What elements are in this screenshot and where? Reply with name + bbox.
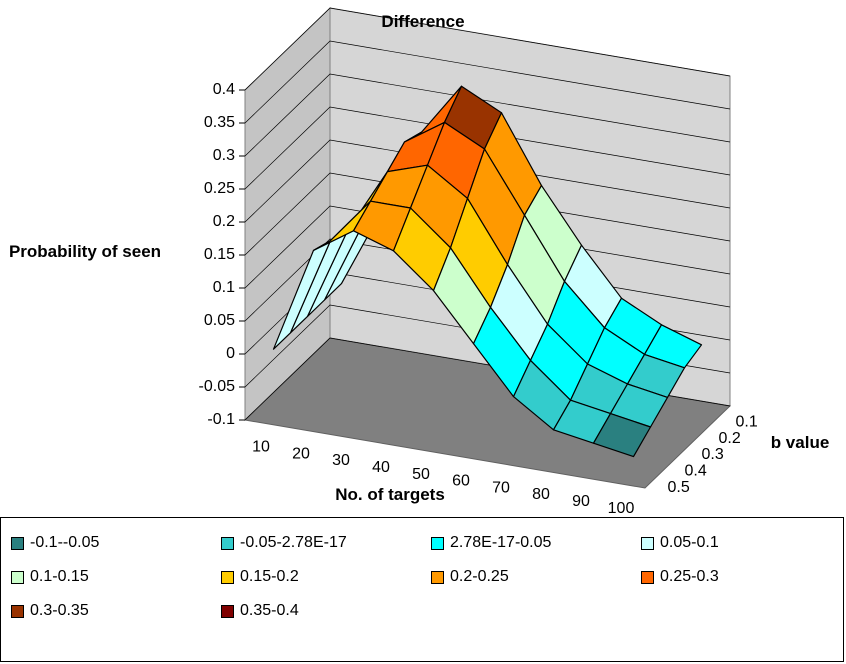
grid-line (244, 172, 731, 256)
grid-line (244, 139, 731, 223)
x-tick-label: 100 (608, 500, 635, 517)
z-tick-label: 0.3 (213, 147, 235, 164)
grid-line (244, 7, 731, 91)
legend-swatch (641, 570, 654, 584)
legend-label: 0.15-0.2 (240, 568, 299, 585)
legend-swatch (11, 536, 24, 550)
legend-item: 0.2-0.25 (431, 560, 641, 594)
legend-label: 0.2-0.25 (450, 568, 509, 585)
grid-line (244, 40, 731, 124)
x-tick-label: 20 (292, 445, 310, 462)
x-tick-label: 30 (332, 452, 350, 469)
legend-swatch (11, 604, 24, 618)
legend-swatch (221, 536, 234, 550)
legend-label: 0.05-0.1 (660, 534, 719, 551)
x-axis-title: No. of targets (335, 485, 445, 504)
legend-item: 0.35-0.4 (221, 594, 431, 628)
legend-item: -0.1--0.05 (11, 526, 221, 560)
x-tick-label: 10 (252, 439, 270, 456)
legend-label: 0.1-0.15 (30, 568, 89, 585)
chart: -0.1 -0.05 0 0.05 0.1 0.15 0.2 0.25 0.3 0.35 0.4 10… (199, 6, 758, 517)
x-tick-label: 90 (572, 493, 590, 510)
legend-item: 0.25-0.3 (641, 560, 846, 594)
legend-swatch (221, 604, 234, 618)
z-tick-label: 0.05 (204, 312, 235, 329)
legend-label: -0.1--0.05 (30, 534, 100, 551)
x-tick-label: 80 (532, 486, 550, 503)
y-tick-label: 0.3 (702, 446, 724, 463)
surface-cell (592, 413, 652, 458)
z-tick-label: 0 (226, 345, 235, 362)
legend-swatch (221, 570, 234, 584)
z-tick-label: 0.2 (213, 213, 235, 230)
legend-label: -0.05-2.78E-17 (240, 534, 347, 551)
y-tick-label: 0.1 (736, 413, 758, 430)
chart-title: Difference (381, 12, 465, 31)
y-tick-label: 0.2 (719, 430, 741, 447)
z-tick-label: -0.1 (207, 411, 235, 428)
x-tick-label: 70 (492, 479, 510, 496)
legend-item: -0.05-2.78E-17 (221, 526, 431, 560)
x-tick-label: 40 (372, 459, 390, 476)
legend-item: 0.3-0.35 (11, 594, 221, 628)
x-tick-label: 60 (452, 473, 470, 490)
z-tick-label: 0.15 (204, 246, 235, 263)
legend-swatch (641, 536, 654, 550)
legend-label: 2.78E-17-0.05 (450, 534, 552, 551)
z-tick-label: 0.25 (204, 180, 235, 197)
z-tick-label: 0.1 (213, 279, 235, 296)
legend-label: 0.25-0.3 (660, 568, 719, 585)
grid-line (244, 73, 731, 157)
legend-label: 0.35-0.4 (240, 602, 299, 619)
z-tick-label: 0.35 (204, 114, 235, 131)
grid-line (244, 205, 731, 289)
grid-line (244, 106, 731, 190)
y-tick-label: 0.4 (685, 463, 707, 480)
legend-swatch (431, 570, 444, 584)
legend-label: 0.3-0.35 (30, 602, 89, 619)
z-tick-label: -0.05 (199, 378, 236, 395)
legend-swatch (11, 570, 24, 584)
legend-item: 0.05-0.1 (641, 526, 846, 560)
y-tick-label: 0.5 (668, 479, 690, 496)
legend-item: 0.1-0.15 (11, 560, 221, 594)
x-tick-label: 50 (412, 466, 430, 483)
z-tick-label: 0.4 (213, 81, 235, 98)
legend-item: 2.78E-17-0.05 (431, 526, 641, 560)
legend-item: 0.15-0.2 (221, 560, 431, 594)
legend-swatch (431, 536, 444, 550)
y-axis-title: b value (770, 433, 830, 452)
legend: -0.1--0.05 -0.05-2.78E-17 2.78E-17-0.05 0.0… (0, 517, 844, 662)
z-axis-title: Probability of seen (8, 242, 162, 261)
